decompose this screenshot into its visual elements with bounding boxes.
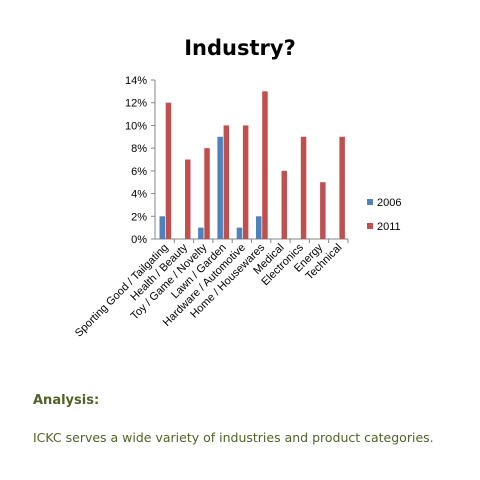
- industry-bar-chart: 0%2%4%6%8%10%12%14%Sporting Good / Tailg…: [73, 75, 402, 339]
- legend-label-2011: 2011: [377, 221, 401, 233]
- bar-2011-4: [242, 125, 249, 239]
- legend-label-2006: 2006: [377, 197, 401, 209]
- bar-2011-6: [281, 170, 287, 239]
- bar-2011-1: [185, 159, 191, 239]
- analysis-text: ICKC serves a wide variety of industries…: [33, 430, 434, 445]
- y-tick-label: 0%: [131, 234, 147, 246]
- y-tick-label: 2%: [131, 211, 147, 223]
- bar-2011-2: [204, 148, 210, 239]
- y-tick-label: 14%: [125, 75, 147, 87]
- y-tick-label: 10%: [125, 120, 147, 132]
- analysis-heading: Analysis:: [33, 393, 100, 408]
- bar-2006-0: [159, 216, 165, 239]
- y-tick-label: 6%: [131, 166, 147, 178]
- legend-swatch-2011: [367, 223, 373, 229]
- legend-swatch-2006: [367, 199, 373, 205]
- bar-2011-0: [165, 102, 172, 239]
- y-tick-label: 8%: [131, 143, 147, 155]
- bar-2006-5: [256, 216, 262, 239]
- bar-2011-5: [262, 91, 268, 239]
- bar-2011-7: [300, 136, 307, 239]
- bar-2006-4: [236, 227, 243, 239]
- bar-2011-8: [320, 182, 326, 239]
- y-tick-label: 12%: [125, 98, 147, 110]
- bar-2006-3: [217, 136, 223, 239]
- y-tick-label: 4%: [131, 189, 147, 201]
- bar-2011-3: [223, 125, 230, 239]
- bar-2011-9: [339, 136, 345, 239]
- chart-title: Industry?: [184, 36, 296, 60]
- bar-2006-2: [198, 227, 204, 239]
